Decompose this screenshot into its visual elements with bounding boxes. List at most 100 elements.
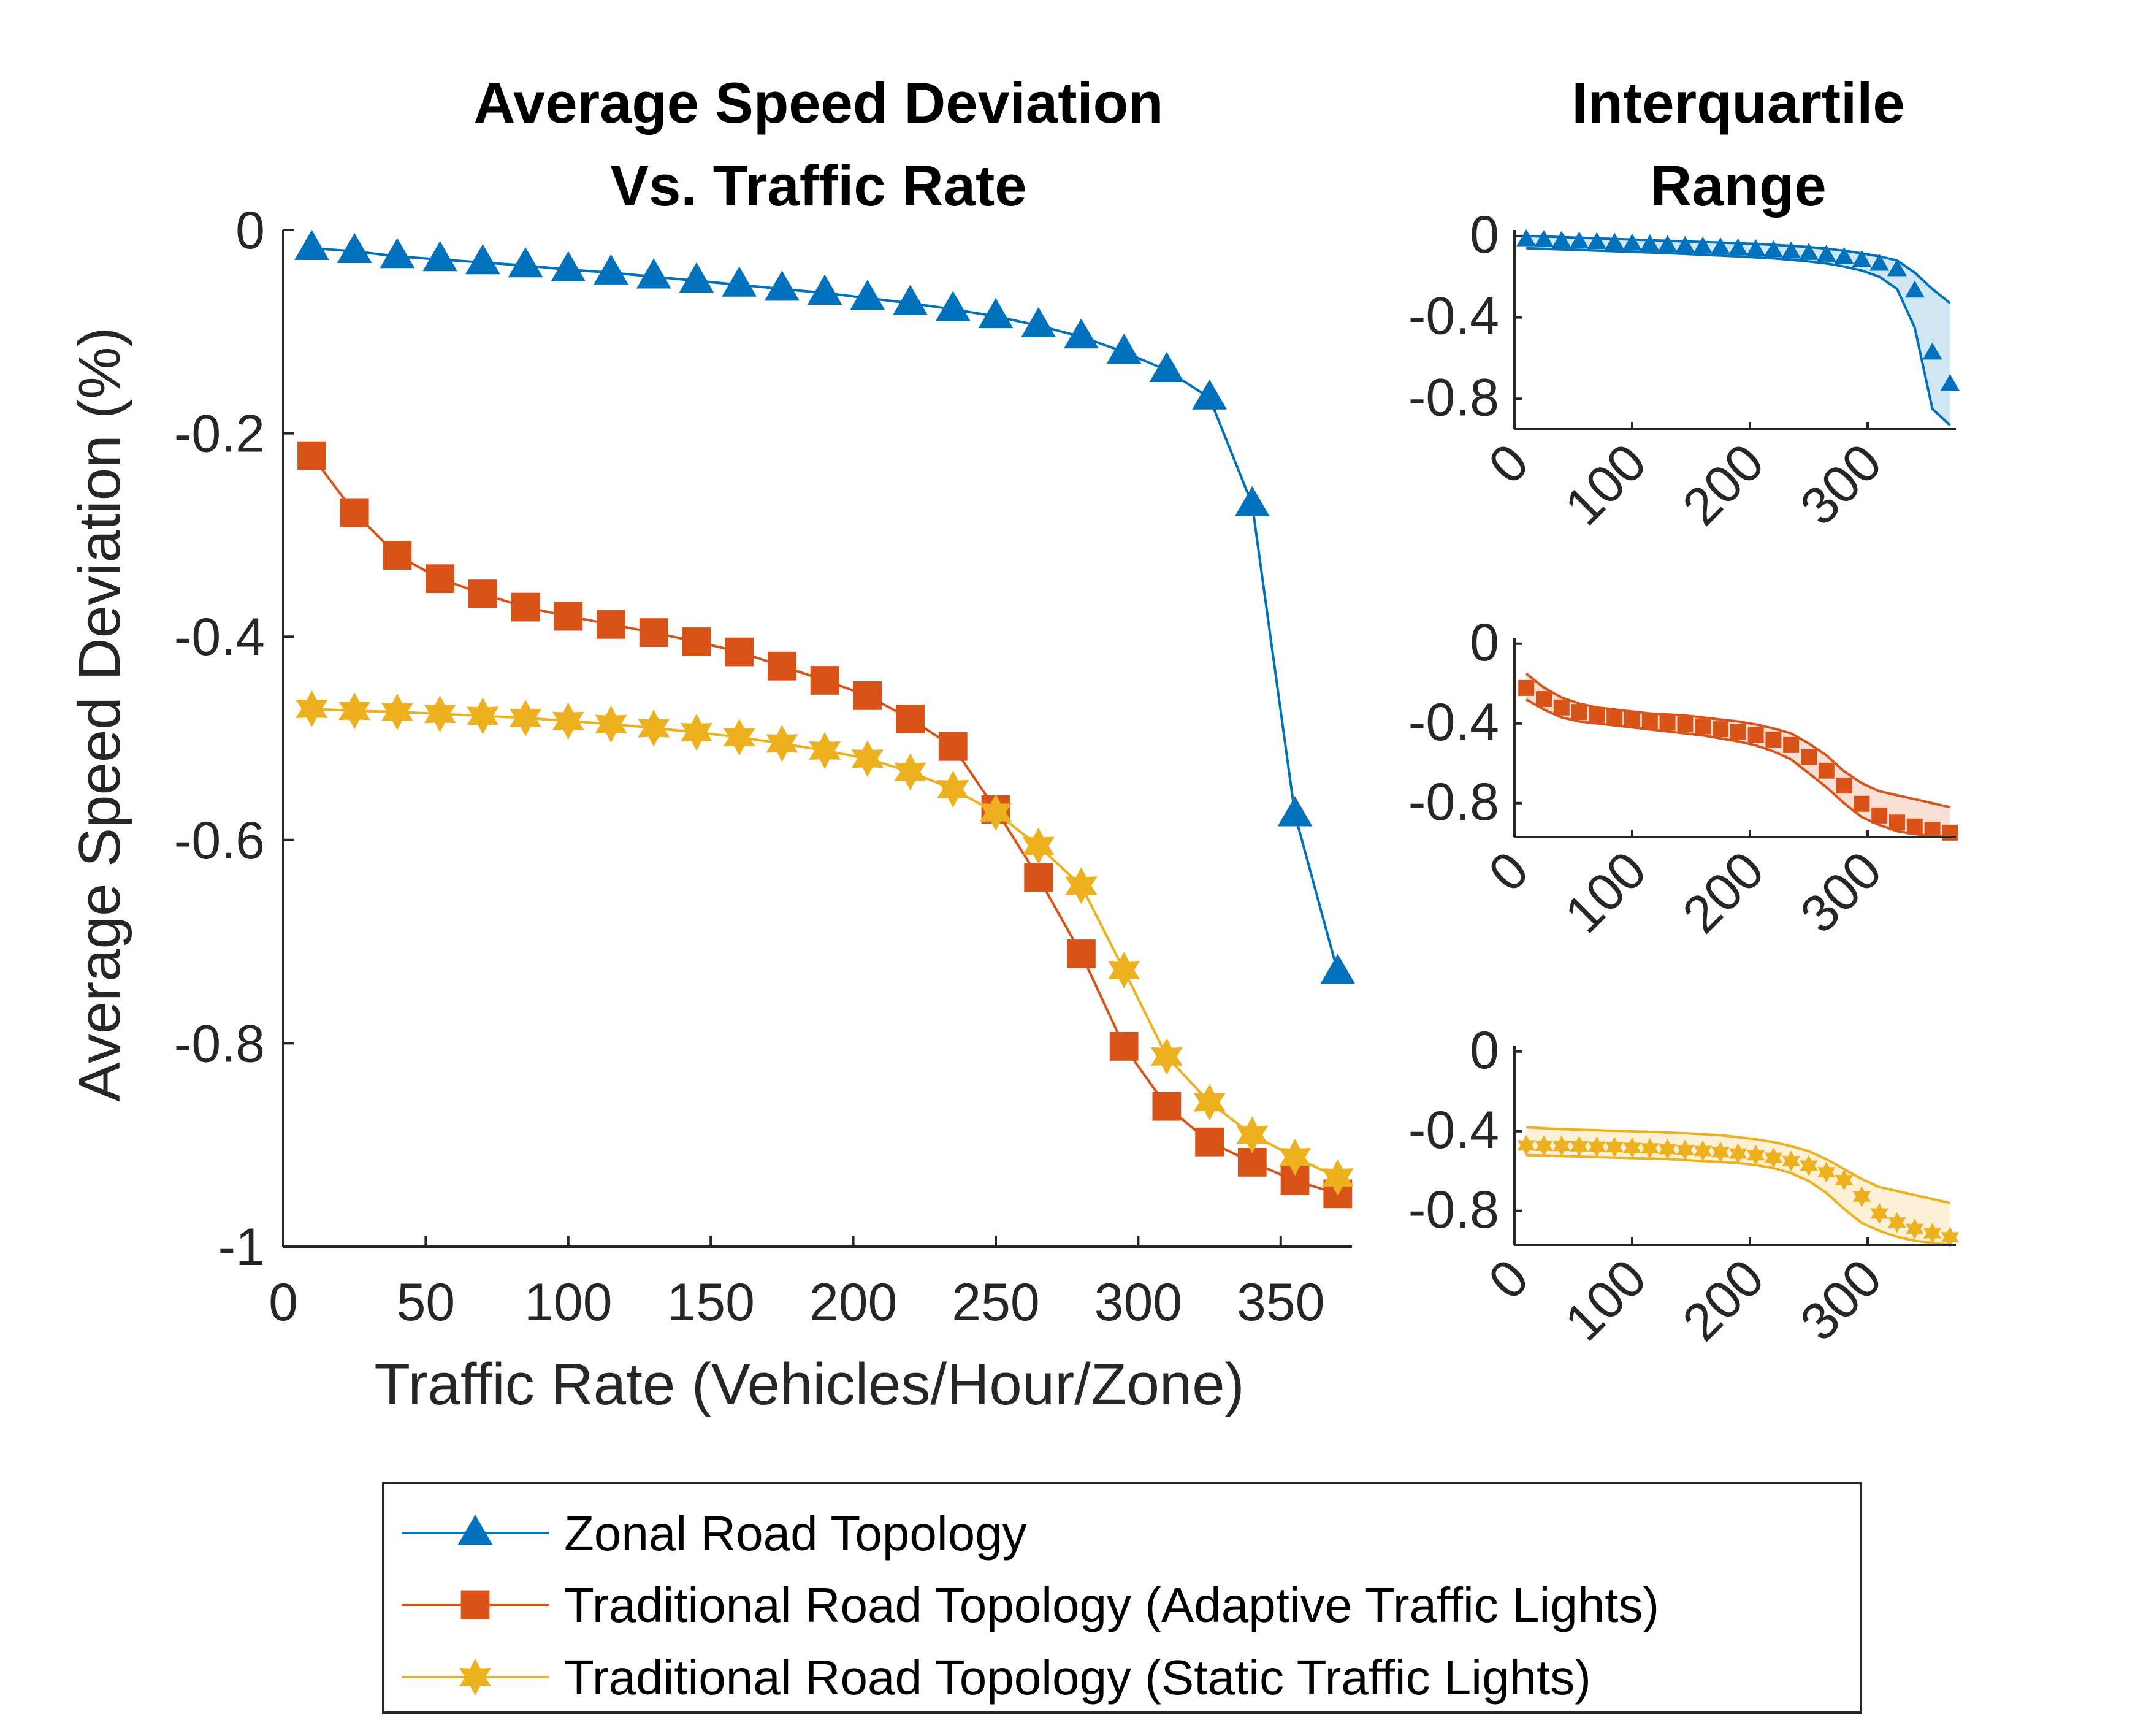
main-x-tick-label: 150 <box>666 1273 755 1332</box>
data-point-zonal <box>935 291 971 321</box>
inset-point-zonal <box>1622 233 1642 251</box>
data-point-static <box>894 753 926 790</box>
inset-point-static <box>1658 1138 1677 1160</box>
inset-point-zonal <box>1834 247 1854 264</box>
inset-point-zonal <box>1887 259 1907 277</box>
data-point-static <box>1150 1038 1183 1076</box>
data-point-zonal <box>1192 379 1227 410</box>
inset-point-adaptive <box>1553 699 1570 716</box>
main-x-tick-label: 300 <box>1094 1273 1183 1332</box>
data-point-zonal <box>422 241 457 272</box>
data-point-adaptive <box>768 651 796 681</box>
inset-point-zonal <box>1904 280 1925 298</box>
legend-marker-static <box>459 1658 492 1696</box>
inset-point-static <box>1694 1140 1713 1162</box>
data-point-adaptive <box>297 441 326 470</box>
inset-point-static <box>1817 1161 1836 1183</box>
data-point-adaptive <box>1152 1092 1182 1121</box>
main-x-tick-label: 0 <box>269 1273 298 1332</box>
data-point-static <box>979 793 1012 832</box>
iqr-lower-line <box>1525 698 1950 838</box>
inset-x-tick-label: 300 <box>1789 1248 1893 1352</box>
inset-x-tick-label: 0 <box>1478 841 1540 903</box>
main-y-tick-label: -0.4 <box>174 608 265 667</box>
inset-title-line1: Interquartile <box>1571 71 1904 135</box>
inset-point-zonal <box>1657 235 1678 252</box>
data-point-zonal <box>679 262 714 293</box>
inset-x-tick-label: 200 <box>1671 433 1775 537</box>
data-point-adaptive <box>853 681 882 710</box>
inset-y-tick-label: 0 <box>1470 205 1499 264</box>
inset-point-adaptive <box>1906 818 1923 835</box>
main-x-axis-label: Traffic Rate (Vehicles/Hour/Zone) <box>374 1352 1244 1417</box>
data-point-static <box>1108 951 1140 989</box>
data-point-zonal <box>594 254 628 285</box>
legend-item-adaptive: Traditional Road Topology (Adaptive Traf… <box>402 1578 1659 1632</box>
legend-marker-zonal <box>457 1514 493 1545</box>
main-chart-title-line1: Average Speed Deviation <box>474 71 1164 135</box>
iqr-band-zonal <box>1526 235 1950 426</box>
inset-point-adaptive <box>1518 679 1535 696</box>
inset-point-adaptive <box>1889 814 1905 831</box>
inset-point-static <box>1676 1139 1695 1161</box>
inset-point-static <box>1870 1203 1889 1225</box>
inset-point-static <box>1782 1150 1801 1172</box>
iqr-lower-line <box>1526 247 1951 426</box>
data-point-adaptive <box>340 498 369 527</box>
inset-point-adaptive <box>1871 807 1888 824</box>
data-point-zonal <box>1064 318 1099 349</box>
inset-point-adaptive <box>1818 762 1835 779</box>
main-y-tick-label: -0.8 <box>174 1014 265 1073</box>
series-line-zonal <box>311 247 1339 973</box>
legend: Zonal Road Topology Traditional Road Topo… <box>382 1482 1862 1714</box>
inset-x-tick-label: 300 <box>1789 841 1893 944</box>
data-point-zonal <box>1106 333 1142 364</box>
inset-point-adaptive <box>1713 721 1728 738</box>
inset-y-tick-label: -0.4 <box>1408 287 1499 346</box>
inset-x-tick-label: 0 <box>1478 433 1540 495</box>
data-point-static <box>723 719 755 756</box>
inset-point-adaptive <box>1571 704 1587 721</box>
inset-x-tick-label: 300 <box>1789 433 1893 537</box>
inset-x-tick-label: 200 <box>1671 841 1775 944</box>
inset-point-static <box>1746 1144 1765 1166</box>
inset-point-static <box>1888 1212 1906 1233</box>
data-point-zonal <box>1149 351 1185 383</box>
inset-point-zonal <box>1799 243 1819 260</box>
data-point-zonal <box>978 297 1014 329</box>
main-plot: 0-0.2-0.4-0.6-0.8-10 50 100 150 200 250 300 350 <box>174 201 1356 1332</box>
inset-point-static <box>1587 1136 1606 1158</box>
inset-point-adaptive <box>1695 718 1711 735</box>
data-point-zonal <box>850 280 885 310</box>
main-y-tick-label: 0 <box>235 201 265 260</box>
data-point-static <box>1321 1159 1354 1196</box>
inset-point-adaptive <box>1730 724 1746 740</box>
data-point-static <box>680 713 713 751</box>
inset-point-zonal <box>1816 245 1836 262</box>
legend-label: Traditional Road Topology (Adaptive Traf… <box>564 1578 1659 1632</box>
data-point-zonal <box>1277 796 1313 827</box>
inset-point-static <box>1605 1136 1624 1158</box>
data-point-adaptive <box>468 579 497 608</box>
data-point-zonal <box>893 285 928 315</box>
data-point-zonal <box>1320 954 1356 984</box>
data-point-adaptive <box>639 618 668 647</box>
main-y-tick-label: -0.2 <box>174 405 265 464</box>
data-point-static <box>595 705 627 743</box>
data-point-static <box>638 709 670 747</box>
main-y-tick-label: -0.6 <box>174 811 265 870</box>
series-line-adaptive <box>310 454 1338 1195</box>
data-point-adaptive <box>1067 939 1096 968</box>
inset-point-adaptive <box>1624 711 1640 728</box>
inset-point-static <box>1623 1137 1641 1158</box>
main-x-tick-label: 200 <box>809 1273 898 1332</box>
series-line-static <box>311 707 1338 1179</box>
data-point-static <box>509 699 542 736</box>
legend-marker-adaptive <box>460 1590 490 1619</box>
data-point-adaptive <box>383 541 412 570</box>
data-point-adaptive <box>1109 1031 1139 1061</box>
inset-x-tick-label: 200 <box>1671 1248 1775 1352</box>
inset-point-static <box>1923 1223 1942 1244</box>
legend-box <box>382 1482 1862 1714</box>
